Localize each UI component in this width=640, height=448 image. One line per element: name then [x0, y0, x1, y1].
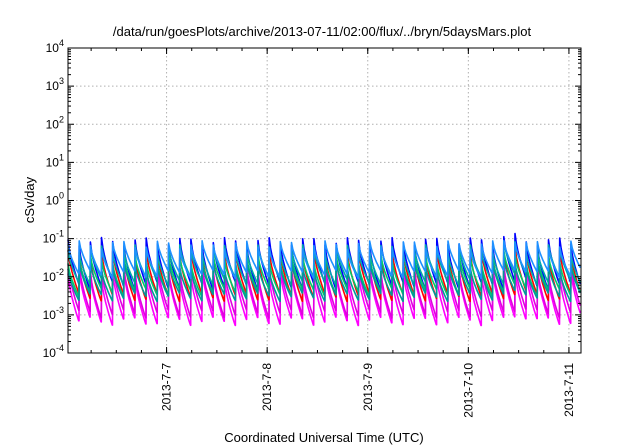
x-tick-label: 2013-7-7 — [160, 363, 174, 411]
x-axis-ticks: 2013-7-7 2013-7-8 2013-7-9 2013-7-10 2013-7-… — [90, 48, 576, 418]
x-tick-label: 2013-7-8 — [260, 363, 274, 411]
chart-title: /data/run/goesPlots/archive/2013-07-11/0… — [113, 24, 532, 39]
y-tick-label: 104 — [46, 38, 64, 55]
series-line-s7 — [67, 258, 582, 303]
y-tick-label: 102 — [46, 114, 64, 131]
series-line-s8 — [67, 239, 582, 280]
x-axis-label: Coordinated Universal Time (UTC) — [224, 430, 423, 445]
x-tick-label: 2013-7-10 — [461, 363, 475, 418]
y-tick-label: 100 — [46, 191, 64, 208]
y-tick-label: 103 — [46, 76, 64, 93]
y-axis-label: cSv/day — [22, 176, 37, 223]
x-tick-label: 2013-7-11 — [562, 363, 576, 417]
y-tick-label: 10-2 — [43, 267, 64, 284]
svg-text:103: 103 — [46, 76, 64, 93]
svg-text:104: 104 — [46, 38, 64, 55]
series-layer — [67, 232, 582, 327]
y-axis-ticks: 10-4 10-3 10-2 10-1 100 101 102 103 104 — [43, 38, 581, 360]
y-tick-label: 10-4 — [43, 343, 64, 360]
x-tick-label: 2013-7-9 — [361, 363, 375, 411]
svg-text:10-3: 10-3 — [43, 305, 64, 322]
svg-text:10-2: 10-2 — [43, 267, 64, 284]
y-tick-label: 10-3 — [43, 305, 64, 322]
svg-text:102: 102 — [46, 114, 64, 131]
svg-text:101: 101 — [46, 152, 64, 169]
svg-text:100: 100 — [46, 191, 64, 208]
svg-text:10-4: 10-4 — [43, 343, 64, 360]
series-line-s2 — [67, 261, 582, 319]
svg-text:10-1: 10-1 — [43, 229, 64, 246]
y-tick-label: 101 — [46, 152, 64, 169]
y-tick-label: 10-1 — [43, 229, 64, 246]
series-line-s1 — [67, 269, 582, 327]
